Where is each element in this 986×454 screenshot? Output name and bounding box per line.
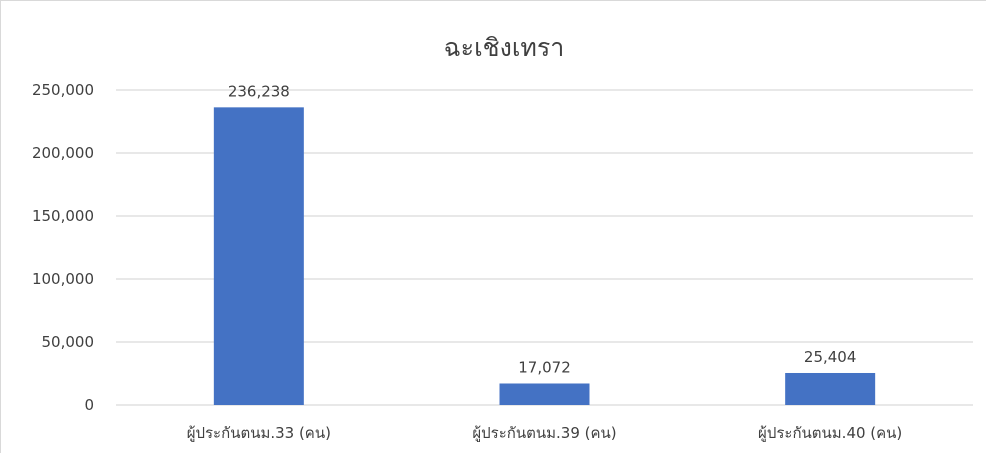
y-tick-label: 200,000 <box>32 144 94 162</box>
bar <box>785 372 876 405</box>
category-label: ผู้ประกันตนม.40 (คน) <box>758 424 902 442</box>
bars <box>213 107 876 405</box>
y-tick-label: 0 <box>84 396 94 414</box>
y-tick-label: 150,000 <box>32 207 94 225</box>
chart-title: ฉะเชิงเทรา <box>444 33 565 62</box>
data-label: 236,238 <box>228 82 290 100</box>
y-axis-tick-labels: 0 50,000 100,000 150,000 200,000 250,000 <box>32 81 94 414</box>
bar <box>499 383 590 405</box>
category-label: ผู้ประกันตนม.39 (คน) <box>472 424 616 442</box>
y-tick-label: 100,000 <box>32 270 94 288</box>
y-tick-label: 250,000 <box>32 81 94 99</box>
data-label: 17,072 <box>518 358 571 376</box>
category-labels: ผู้ประกันตนม.33 (คน) ผู้ประกันตนม.39 (คน)… <box>187 424 903 442</box>
category-label: ผู้ประกันตนม.33 (คน) <box>187 424 331 442</box>
bar <box>213 107 304 405</box>
data-labels: 236,238 17,072 25,404 <box>228 82 857 376</box>
y-tick-label: 50,000 <box>42 333 95 351</box>
data-label: 25,404 <box>804 348 857 366</box>
